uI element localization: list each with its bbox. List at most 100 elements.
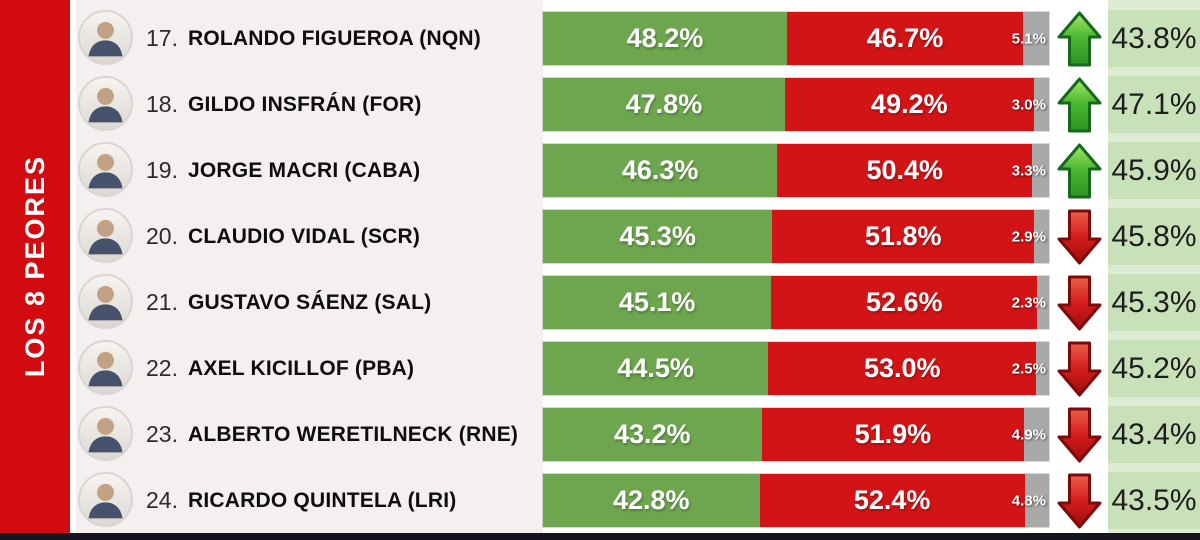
reject-segment: 51.9% bbox=[761, 408, 1025, 461]
result-value: 43.5% bbox=[1111, 483, 1197, 517]
approve-segment: 43.2% bbox=[543, 408, 762, 461]
approve-value: 48.2% bbox=[626, 23, 704, 53]
rank-number: 23. bbox=[146, 421, 178, 447]
trend-down-icon bbox=[1057, 341, 1102, 396]
result-value: 45.8% bbox=[1111, 219, 1197, 253]
reject-value: 49.2% bbox=[871, 89, 948, 119]
result-value: 43.8% bbox=[1111, 21, 1197, 55]
governor-row: 19. JORGE MACRI (CABA) 46.3% 50.4% 3.3% … bbox=[76, 142, 1200, 199]
stacked-bar: 43.2% 51.9% 4.9% bbox=[543, 408, 1049, 461]
reject-segment: 51.8% bbox=[772, 210, 1035, 263]
reject-value: 52.4% bbox=[853, 485, 931, 515]
reject-value: 52.6% bbox=[865, 287, 943, 317]
avatar bbox=[78, 274, 133, 329]
result-cell: 43.4% bbox=[1108, 406, 1200, 463]
undecided-value: 3.3% bbox=[1011, 162, 1046, 179]
undecided-segment bbox=[1037, 276, 1049, 329]
governor-name: RICARDO QUINTELA (LRI) bbox=[188, 489, 457, 512]
governor-name: ROLANDO FIGUEROA (NQN) bbox=[188, 27, 481, 50]
person-silhouette-icon bbox=[88, 21, 123, 57]
governor-name: ALBERTO WERETILNECK (RNE) bbox=[188, 423, 519, 446]
avatar bbox=[78, 76, 133, 131]
stacked-bar: 42.8% 52.4% 4.8% bbox=[543, 474, 1049, 527]
result-cell: 45.2% bbox=[1108, 340, 1200, 397]
result-value: 45.3% bbox=[1111, 285, 1197, 319]
trend-down-icon bbox=[1057, 407, 1102, 462]
governor-name: JORGE MACRI (CABA) bbox=[188, 159, 421, 182]
reject-segment: 52.6% bbox=[771, 276, 1038, 329]
undecided-value: 2.3% bbox=[1011, 294, 1046, 311]
undecided-segment bbox=[1034, 210, 1049, 263]
stacked-bar: 45.1% 52.6% 2.3% bbox=[543, 276, 1049, 329]
reject-value: 50.4% bbox=[866, 155, 944, 185]
governor-row: 20. CLAUDIO VIDAL (SCR) 45.3% 51.8% 2.9%… bbox=[76, 208, 1200, 265]
governor-row: 23. ALBERTO WERETILNECK (RNE) 43.2% 51.9… bbox=[76, 406, 1200, 463]
undecided-segment bbox=[1033, 78, 1049, 131]
rank-number: 20. bbox=[146, 223, 178, 249]
trend-arrow bbox=[1056, 472, 1103, 529]
category-sidebar: LOS 8 PEORES bbox=[0, 0, 70, 533]
approve-segment: 44.5% bbox=[543, 342, 769, 395]
rank-number: 18. bbox=[146, 91, 178, 117]
reject-segment: 49.2% bbox=[784, 78, 1034, 131]
person-silhouette-icon bbox=[88, 351, 123, 387]
approve-segment: 48.2% bbox=[543, 12, 787, 65]
undecided-value: 3.0% bbox=[1011, 96, 1046, 113]
result-cell: 45.8% bbox=[1108, 208, 1200, 265]
undecided-value: 2.9% bbox=[1011, 228, 1046, 245]
rank-number: 17. bbox=[146, 25, 178, 51]
trend-up-icon bbox=[1057, 77, 1102, 132]
bottom-bar bbox=[0, 533, 1200, 540]
rank-number: 21. bbox=[146, 289, 178, 315]
result-cell: 45.9% bbox=[1108, 142, 1200, 199]
approve-value: 45.1% bbox=[618, 287, 696, 317]
result-cell: 47.1% bbox=[1108, 76, 1200, 133]
stacked-bar: 46.3% 50.4% 3.3% bbox=[543, 144, 1049, 197]
undecided-segment bbox=[1024, 474, 1049, 527]
result-cell: 43.5% bbox=[1108, 472, 1200, 529]
approve-segment: 42.8% bbox=[543, 474, 760, 527]
approve-segment: 45.1% bbox=[543, 276, 772, 329]
avatar bbox=[78, 208, 133, 263]
approve-value: 43.2% bbox=[614, 419, 691, 449]
undecided-value: 4.8% bbox=[1011, 492, 1046, 509]
trend-up-icon bbox=[1057, 11, 1102, 66]
approve-segment: 46.3% bbox=[543, 144, 778, 197]
avatar bbox=[78, 406, 133, 461]
trend-arrow bbox=[1056, 274, 1103, 331]
rows-container: 17. ROLANDO FIGUEROA (NQN) 48.2% 46.7% 5… bbox=[76, 10, 1200, 529]
undecided-segment bbox=[1024, 408, 1049, 461]
governor-row: 24. RICARDO QUINTELA (LRI) 42.8% 52.4% 4… bbox=[76, 472, 1200, 529]
reject-value: 46.7% bbox=[866, 23, 944, 53]
reject-segment: 50.4% bbox=[777, 144, 1033, 197]
person-silhouette-icon bbox=[88, 483, 123, 519]
governor-name: GILDO INSFRÁN (FOR) bbox=[188, 93, 422, 116]
governor-row: 18. GILDO INSFRÁN (FOR) 47.8% 49.2% 3.0%… bbox=[76, 76, 1200, 133]
reject-value: 51.9% bbox=[854, 419, 932, 449]
trend-arrow bbox=[1056, 406, 1103, 463]
result-value: 43.4% bbox=[1111, 417, 1197, 451]
undecided-value: 4.9% bbox=[1011, 426, 1046, 443]
approve-segment: 45.3% bbox=[543, 210, 773, 263]
stacked-bar: 44.5% 53.0% 2.5% bbox=[543, 342, 1049, 395]
approve-segment: 47.8% bbox=[543, 78, 785, 131]
trend-arrow bbox=[1056, 208, 1103, 265]
governor-name: GUSTAVO SÁENZ (SAL) bbox=[188, 291, 432, 314]
undecided-value: 2.5% bbox=[1011, 360, 1046, 377]
stacked-bar: 48.2% 46.7% 5.1% bbox=[543, 12, 1049, 65]
approve-value: 44.5% bbox=[617, 353, 694, 383]
person-silhouette-icon bbox=[88, 285, 123, 321]
reject-segment: 52.4% bbox=[759, 474, 1025, 527]
avatar bbox=[78, 142, 133, 197]
result-value: 45.2% bbox=[1111, 351, 1197, 385]
result-cell: 45.3% bbox=[1108, 274, 1200, 331]
approve-value: 42.8% bbox=[613, 485, 690, 515]
person-silhouette-icon bbox=[88, 87, 123, 123]
trend-down-icon bbox=[1057, 209, 1102, 264]
trend-down-icon bbox=[1057, 275, 1102, 330]
category-label: LOS 8 PEORES bbox=[19, 155, 50, 378]
approve-value: 45.3% bbox=[619, 221, 696, 251]
reject-value: 51.8% bbox=[864, 221, 942, 251]
trend-arrow bbox=[1056, 10, 1103, 67]
